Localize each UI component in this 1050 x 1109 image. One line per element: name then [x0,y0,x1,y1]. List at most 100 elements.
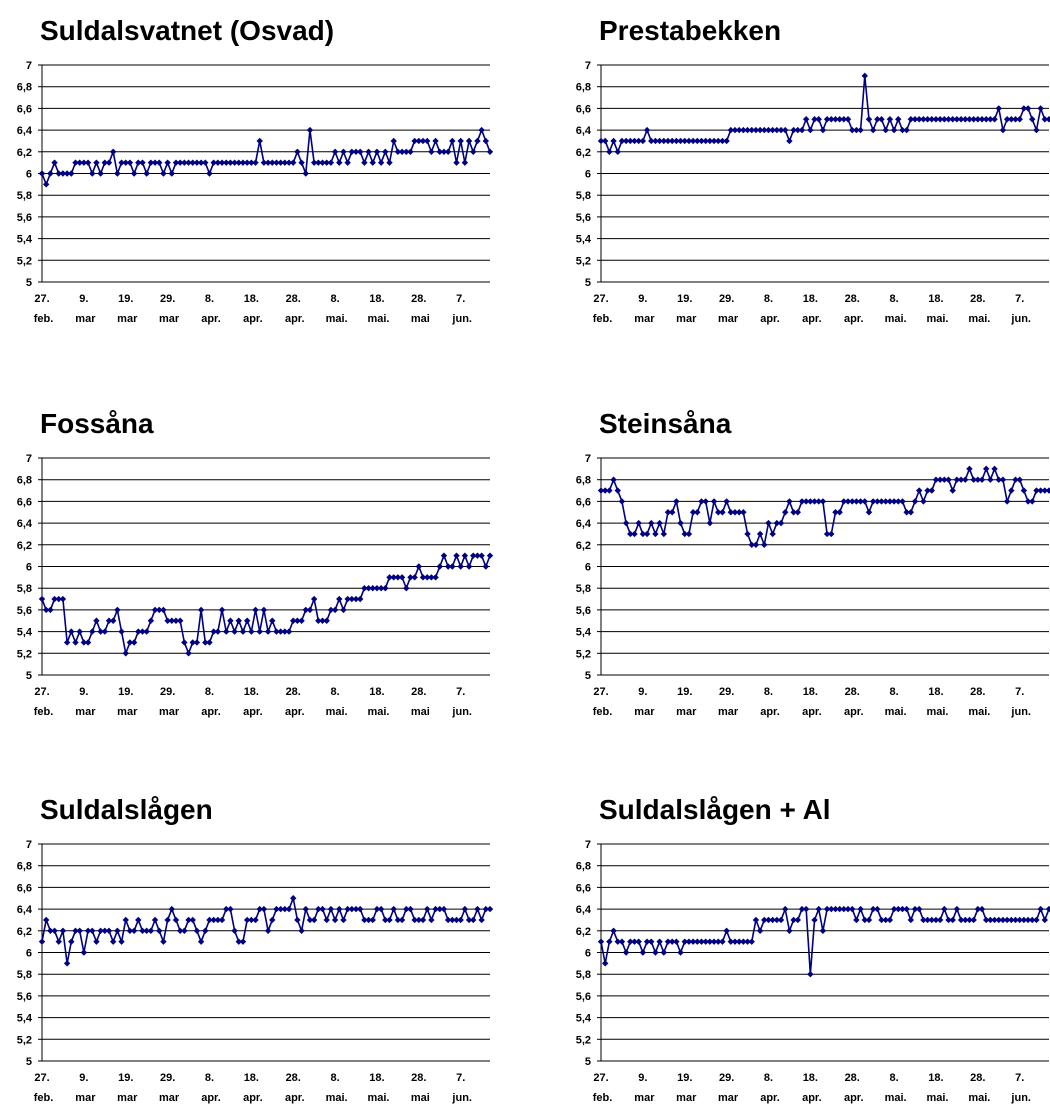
data-point [89,170,96,177]
x-tick-label: 28. apr. [282,293,305,325]
data-point [76,159,83,166]
data-point [248,159,255,166]
data-point [264,927,272,934]
y-tick-label: 5 [26,670,32,682]
data-point [118,938,125,945]
data-point [214,628,222,635]
data-point [706,519,714,527]
data-point [782,905,789,913]
data-point [895,116,902,123]
chart: Steinsåna 5 5,2 5,4 5,6 5,8 6 6,2 6,4 6,6 6,8 7 27. … [576,408,1050,718]
data-point [991,116,998,123]
data-point [465,137,473,145]
data-point [1037,105,1044,112]
data-point [606,487,613,494]
data-point [42,916,50,924]
data-point [130,639,138,646]
data-point [214,159,222,166]
y-tick-label: 6,2 [17,926,32,938]
y-tick-label: 6,6 [576,882,591,894]
data-point [84,159,92,166]
data-point [639,949,647,956]
data-point [924,487,931,494]
data-point [945,476,952,483]
data-point [474,137,481,145]
data-point [970,916,977,924]
data-point [252,159,259,166]
y-tick-label: 5,2 [17,648,32,660]
data-point [832,905,839,913]
data-point [962,476,969,483]
y-tick-label: 5 [585,277,591,289]
data-point [235,159,242,166]
data-point [336,905,343,913]
y-tick-label: 5,8 [576,190,591,202]
data-point [677,949,684,956]
data-point [610,476,617,483]
y-tick-label: 5,8 [17,969,32,981]
data-point [656,519,663,527]
x-tick-label: 8. mai. [323,293,348,325]
data-point [987,116,994,123]
data-point [648,938,655,945]
x-tick-label: 29. mar [156,1072,180,1104]
data-point [377,159,385,166]
y-tick-label: 6,8 [17,82,32,94]
data-point [436,563,443,570]
data-point [769,530,776,538]
data-point [1045,487,1050,494]
data-point [1029,498,1036,505]
data-point [639,137,647,145]
data-point [168,170,175,177]
data-point [147,927,155,934]
data-point [93,938,100,945]
data-point [832,509,839,516]
data-point [953,476,961,483]
data-point [403,585,410,592]
data-point [122,916,129,924]
data-point [84,639,92,646]
data-point [987,916,994,924]
data-point [461,159,469,166]
data-point [440,552,448,559]
data-point [978,905,986,913]
data-point [869,498,877,505]
x-tick-label: 28. apr. [282,1072,305,1104]
data-point [223,159,230,166]
data-point [231,159,238,166]
data-point [689,137,697,145]
data-point [465,563,473,570]
data-point [882,126,889,134]
y-tick-label: 6,4 [576,125,592,137]
data-point [97,170,104,177]
data-point [218,159,226,166]
data-point [68,938,75,945]
data-point [101,159,109,166]
x-tick-label: 7. jun. [1008,1072,1031,1104]
data-point [844,116,852,123]
data-point [72,159,79,166]
data-point [748,938,755,945]
data-point [202,159,209,166]
data-point [777,519,785,527]
data-point [256,628,263,635]
data-point [953,905,961,913]
data-point [181,927,188,934]
data-point [660,530,668,538]
data-point [160,606,167,614]
data-point [319,159,326,166]
data-point [668,509,676,516]
data-point [302,905,309,913]
data-point [631,530,638,538]
data-point [143,170,150,177]
data-point [336,159,343,166]
data-point [1003,116,1011,123]
data-point [218,916,226,924]
y-tick-label: 5,2 [17,255,32,267]
data-point [398,574,406,581]
data-point [252,916,259,924]
data-point [176,159,184,166]
data-point [243,617,251,624]
data-point [160,170,167,177]
data-point [886,916,894,924]
